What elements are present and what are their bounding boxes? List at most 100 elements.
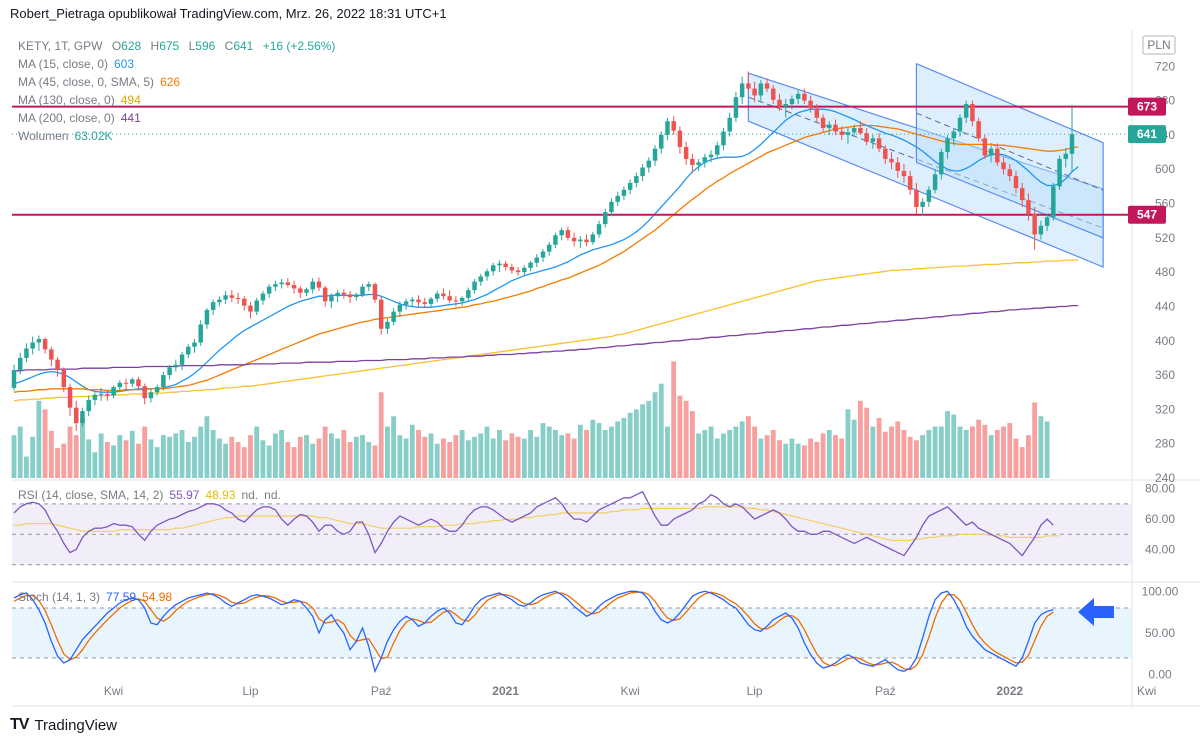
volume-bar	[459, 429, 465, 478]
candle	[559, 230, 564, 236]
volume-bar	[409, 424, 415, 478]
volume-bar	[490, 438, 496, 478]
volume-bar	[920, 435, 926, 478]
candle	[347, 294, 353, 298]
volume-bar	[260, 440, 266, 478]
volume-bar	[951, 414, 957, 478]
candle	[565, 230, 571, 238]
volume-bar	[839, 438, 845, 478]
candle	[304, 289, 309, 293]
candle	[976, 121, 981, 139]
volume-bar	[721, 433, 726, 478]
arrow-left-icon	[1078, 598, 1114, 626]
legend-change: +16 (+2.56%)	[263, 39, 336, 53]
candle	[497, 263, 502, 266]
candle	[459, 297, 465, 302]
volume-bar	[30, 436, 36, 478]
candle	[148, 392, 154, 399]
candle	[596, 224, 602, 235]
stoch-k-line	[13, 590, 1054, 674]
volume-bar	[123, 440, 129, 478]
volume-bar	[1044, 421, 1050, 478]
volume-bar	[770, 429, 776, 478]
candle	[621, 189, 627, 196]
volume-bar	[453, 435, 459, 478]
volume-bar	[17, 426, 23, 478]
candle	[820, 117, 826, 129]
volume-bar	[129, 430, 135, 478]
price-tick-label: 720	[1155, 59, 1175, 73]
time-tick-label: Kwi	[1137, 684, 1156, 698]
candle	[266, 286, 272, 294]
volume-bar	[210, 429, 216, 478]
volume-bar	[484, 426, 490, 478]
candle	[640, 167, 645, 177]
candle	[851, 128, 857, 133]
legend-ma45: MA (45, close, 0, SMA, 5) 626	[18, 75, 180, 89]
candle	[522, 267, 527, 273]
candle	[192, 342, 197, 347]
volume-bar	[789, 438, 795, 478]
volume-bar	[864, 407, 870, 478]
candle	[1013, 176, 1019, 189]
currency-box[interactable]	[1142, 35, 1176, 55]
volume-bar	[291, 447, 297, 478]
candle	[478, 276, 484, 282]
candle	[764, 83, 770, 89]
volume-bar	[111, 445, 117, 478]
price-labels: 673 641 547	[1128, 97, 1166, 224]
volume-bar	[534, 436, 540, 478]
volume-bar	[889, 426, 894, 478]
ma130-line	[13, 259, 1079, 402]
candle	[260, 293, 266, 301]
volume-bar	[104, 441, 110, 478]
price-tick-label: 400	[1155, 334, 1175, 348]
candle	[24, 348, 29, 358]
volume-bar	[391, 416, 397, 478]
rsi-tick-label: 80.00	[1145, 482, 1175, 496]
volume-bar	[465, 440, 471, 478]
volume-bar	[571, 438, 577, 478]
candle	[279, 282, 284, 285]
candle	[795, 93, 801, 99]
volume-bar	[322, 426, 328, 478]
candle	[1038, 225, 1044, 235]
volume-bar	[783, 443, 789, 478]
volume-bar	[266, 445, 272, 478]
candle	[242, 298, 247, 306]
candle	[466, 290, 471, 298]
volume-bar	[982, 424, 988, 478]
panes	[12, 30, 1200, 707]
time-tick-label: Kwi	[620, 684, 639, 698]
volume-bar	[422, 436, 428, 478]
candle	[534, 257, 540, 263]
volume-bar	[901, 429, 907, 478]
chart-header: Robert_Pietraga opublikował TradingView.…	[10, 6, 447, 21]
volume-bar	[285, 441, 291, 478]
volume-bar	[204, 416, 210, 478]
candle	[665, 121, 670, 135]
candle	[783, 104, 788, 107]
tradingview-logo-icon: TV	[10, 716, 29, 733]
candle	[385, 321, 390, 329]
candle	[1051, 186, 1056, 218]
volume-bar	[777, 440, 782, 478]
volume-bar	[434, 443, 440, 478]
legend-volume: Wolumen 63.02K	[18, 129, 113, 143]
volume-bar	[1007, 423, 1013, 478]
volume-bar	[198, 426, 204, 478]
volume-bar	[304, 435, 309, 478]
candle	[92, 394, 98, 400]
legend-close: 641	[233, 39, 253, 53]
volume-bar	[73, 435, 79, 478]
rsi-pane	[12, 490, 1132, 566]
volume-bar	[509, 433, 515, 478]
candle	[528, 262, 533, 268]
volume-bar	[857, 400, 863, 478]
volume-bar	[384, 426, 390, 478]
candle	[721, 131, 726, 146]
candle	[273, 284, 278, 287]
price-label-text: 547	[1137, 208, 1157, 222]
candle	[1069, 134, 1075, 154]
